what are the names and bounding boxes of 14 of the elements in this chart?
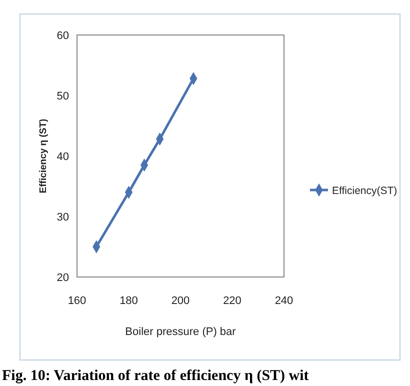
x-tick-label: 160 [68, 295, 86, 307]
y-tick-label: 40 [56, 151, 69, 163]
y-tick-label: 30 [56, 212, 69, 224]
x-tick-label: 180 [120, 295, 138, 307]
x-tick-label: 200 [171, 295, 190, 307]
x-axis-title: Boiler pressure (P) bar [125, 326, 236, 338]
y-tick-label: 60 [56, 30, 69, 42]
y-tick-label: 20 [56, 272, 69, 284]
caption: Fig. 10: Variation of rate of efficiency η (ST) wit [2, 368, 309, 384]
legend-label: Efficiency(ST) [332, 185, 398, 197]
x-tick-label: 220 [223, 295, 242, 307]
y-axis-title: Efficiency η (ST) [38, 118, 49, 194]
x-tick-label: 240 [274, 295, 294, 307]
y-tick-label: 50 [56, 90, 69, 102]
